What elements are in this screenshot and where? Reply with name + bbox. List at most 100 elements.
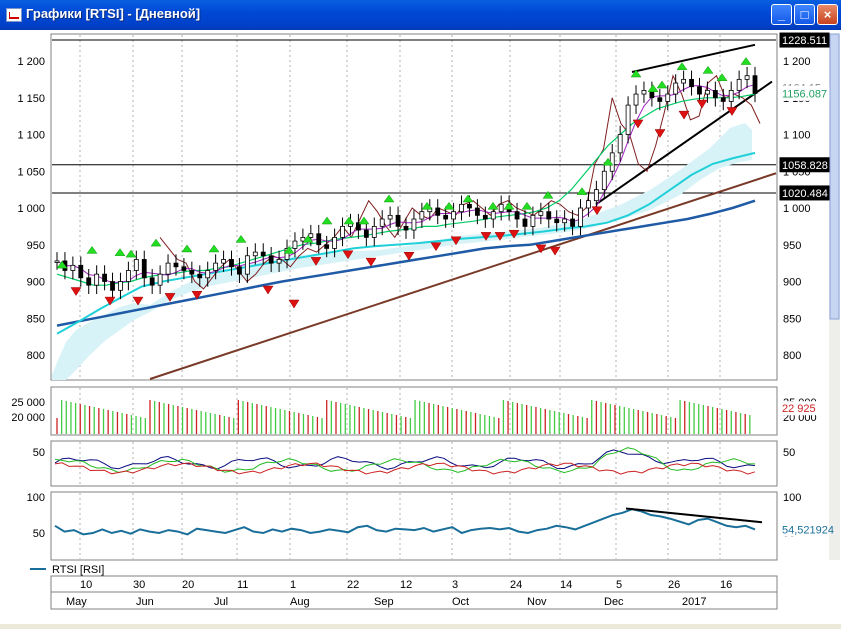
candle-body (379, 218, 385, 227)
candle-body (712, 90, 718, 99)
time-month-label: Sep (374, 596, 394, 608)
price-tick-left: 900 (27, 277, 45, 289)
down-signal-arrow (430, 242, 442, 252)
down-signal-arrow (365, 257, 377, 267)
candle-body (705, 90, 710, 95)
candle-body (332, 236, 338, 249)
rsi-legend-label: RTSI [RSI] (52, 564, 104, 576)
down-signal-arrow (591, 206, 603, 216)
down-signal-arrow (288, 299, 300, 309)
volume-current-label: 22 925 (782, 403, 816, 415)
up-signal-arrow (56, 260, 68, 269)
down-signal-arrow (726, 107, 738, 116)
candle-body (340, 225, 345, 238)
up-signal-arrow (443, 201, 455, 210)
candle-body (633, 93, 639, 106)
candle-body (443, 214, 449, 220)
time-day-label: 16 (720, 579, 732, 591)
up-signal-arrow (503, 201, 515, 210)
price-tick-left: 1 000 (17, 203, 45, 215)
osc-tick-right: 50 (783, 447, 795, 459)
candle-body (276, 259, 282, 264)
osc-line-green (54, 447, 755, 474)
price-label-box (779, 32, 830, 48)
candle-body (403, 225, 409, 231)
price-tick-left: 850 (27, 313, 45, 325)
minimize-button[interactable]: _ (771, 4, 792, 25)
maximize-button[interactable]: □ (794, 4, 815, 25)
price-label: 1058.828 (782, 160, 828, 172)
up-signal-arrow (576, 187, 588, 195)
osc-tick-left: 50 (33, 447, 45, 459)
title-bar: Графики [RTSI] - [Дневной] _ □ × (0, 0, 841, 30)
candle-body (522, 218, 528, 227)
down-signal-arrow (632, 119, 644, 129)
candle-body (284, 248, 290, 260)
rsi-trend-line (625, 507, 763, 524)
candle-body (300, 236, 306, 242)
down-signal-arrow (535, 244, 547, 254)
time-day-label: 10 (80, 579, 92, 591)
up-signal-arrow (702, 65, 714, 74)
osc-line-blue (54, 449, 756, 470)
candle-body (546, 211, 552, 220)
candle-body (411, 218, 417, 231)
candle-body (78, 264, 84, 279)
candle-body (728, 90, 734, 102)
candle-body (189, 270, 195, 275)
candle-body (244, 255, 250, 275)
oscillator-panel[interactable] (50, 440, 778, 487)
up-signal-arrow (321, 216, 333, 225)
up-signal-arrow (647, 84, 659, 92)
candle-body (213, 262, 219, 271)
up-signal-arrow (487, 201, 499, 210)
time-month-label: Oct (452, 596, 469, 608)
price-tick-right: 1 000 (783, 203, 811, 215)
time-day-label: 20 (182, 579, 194, 591)
down-signal-arrow (104, 296, 116, 306)
candle-body (157, 273, 163, 286)
down-signal-arrow (654, 129, 666, 138)
scrollbar-thumb[interactable] (829, 33, 840, 320)
up-signal-arrow (208, 244, 220, 253)
down-signal-arrow (70, 287, 82, 296)
rsi-tick-left: 50 (33, 528, 45, 540)
price-tick-left: 1 050 (17, 166, 45, 178)
up-signal-arrow (302, 234, 314, 243)
candle-body (395, 214, 401, 227)
price-tick-right: 1 100 (783, 130, 811, 142)
candle-body (324, 244, 330, 249)
rsi-panel[interactable] (50, 491, 778, 561)
price-tick-right: 800 (783, 350, 801, 362)
candle-body (593, 189, 599, 202)
candle-body (697, 86, 702, 95)
time-day-label: 26 (668, 579, 680, 591)
volume-panel[interactable] (50, 386, 778, 436)
time-day-label: 11 (237, 579, 248, 591)
price-label-box (779, 157, 830, 173)
candle-body (94, 273, 100, 286)
candle-body (173, 262, 179, 268)
candle-body (586, 200, 591, 209)
candle-body (221, 259, 226, 264)
rsi-tick-left: 100 (27, 492, 45, 504)
price-tick-right: 850 (783, 313, 801, 325)
time-month-label: Dec (604, 596, 624, 608)
down-signal-arrow (508, 229, 520, 239)
candle-body (720, 97, 726, 102)
candle-body (70, 264, 76, 271)
price-label: 1228.511 (782, 35, 827, 47)
candle-body (86, 277, 92, 286)
candle-body (736, 78, 742, 91)
candle-body (133, 259, 139, 271)
candle-body (229, 259, 234, 268)
price-tick-left: 800 (27, 350, 45, 362)
close-button[interactable]: × (817, 4, 838, 25)
time-day-label: 12 (400, 579, 412, 591)
candle-body (752, 75, 758, 94)
window-title: Графики [RTSI] - [Дневной] (26, 6, 201, 21)
time-day-label: 5 (616, 579, 622, 591)
candle-body (435, 207, 441, 216)
